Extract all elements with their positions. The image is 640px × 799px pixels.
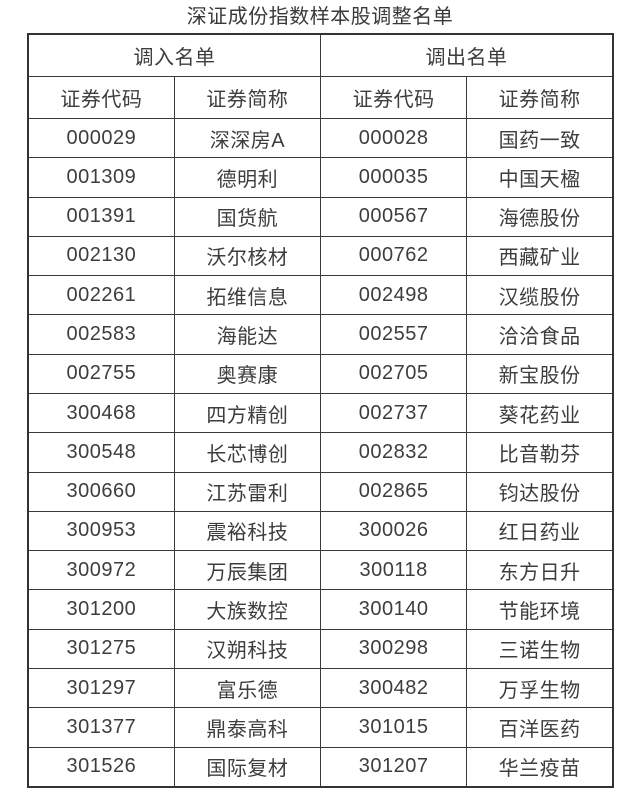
cell-out-code: 000035 [319,157,468,198]
cell-out-name: 西藏矿业 [466,235,614,277]
cell-out-code: 300298 [319,628,468,669]
cell-out-code: 002498 [319,275,468,316]
cell-in-code: 300660 [27,471,175,512]
cell-out-code: 301015 [319,707,468,748]
cell-in-name: 长芯博创 [173,432,322,473]
cell-out-code: 301207 [319,746,468,788]
table-row: 301275 汉朔科技 300298 三诺生物 [27,628,614,669]
col-header-out-code: 证券代码 [319,76,468,119]
table-row: 300548 长芯博创 002832 比音勒芬 [27,432,614,473]
cell-out-code: 002737 [319,392,468,434]
cell-in-name: 江苏雷利 [173,471,322,512]
cell-in-code: 300548 [27,432,175,473]
table-header: 调入名单 调出名单 证券代码 证券简称 证券代码 证券简称 [27,33,614,119]
cell-in-code: 300953 [27,510,175,552]
cell-out-name: 百洋医药 [466,707,614,748]
cell-out-name: 中国天楹 [466,157,614,198]
sub-header-row: 证券代码 证券简称 证券代码 证券简称 [27,76,614,119]
col-header-out-name: 证券简称 [466,76,614,119]
adjustment-table: 调入名单 调出名单 证券代码 证券简称 证券代码 证券简称 000029 深深房A… [27,33,614,788]
group-header-row: 调入名单 调出名单 [27,33,614,77]
table-row: 301526 国际复材 301207 华兰疫苗 [27,746,614,788]
group-header-in: 调入名单 [27,33,321,77]
cell-out-code: 300482 [319,667,468,709]
cell-in-code: 002755 [27,353,175,394]
page-title: 深证成份指数样本股调整名单 [186,6,454,28]
cell-out-code: 000762 [319,235,468,277]
cell-out-name: 汉缆股份 [466,275,614,316]
cell-out-name: 葵花药业 [466,392,614,434]
table-row: 002755 奥赛康 002705 新宝股份 [27,353,614,394]
cell-out-code: 000028 [319,117,468,159]
cell-out-name: 洽洽食品 [466,314,614,355]
cell-out-code: 002832 [319,432,468,473]
group-header-out: 调出名单 [320,33,614,77]
cell-in-name: 拓维信息 [173,275,322,316]
table-row: 301200 大族数控 300140 节能环境 [27,589,614,630]
table-row: 301297 富乐德 300482 万孚生物 [27,667,614,709]
cell-in-code: 301377 [27,707,175,748]
cell-in-code: 002261 [27,275,175,316]
cell-in-code: 301526 [27,746,175,788]
cell-out-name: 三诺生物 [466,628,614,669]
cell-out-name: 国药一致 [466,117,614,159]
cell-in-name: 汉朔科技 [173,628,322,669]
cell-in-name: 大族数控 [173,589,322,630]
col-header-in-name: 证券简称 [173,76,322,119]
cell-in-code: 300468 [27,392,175,434]
cell-in-code: 300972 [27,550,175,591]
table-row: 002583 海能达 002557 洽洽食品 [27,314,614,355]
table-row: 300468 四方精创 002737 葵花药业 [27,392,614,434]
cell-in-name: 国货航 [173,196,322,237]
cell-in-name: 鼎泰高科 [173,707,322,748]
cell-in-name: 深深房A [173,117,322,159]
cell-in-code: 001309 [27,157,175,198]
cell-out-name: 钧达股份 [466,471,614,512]
table-row: 300953 震裕科技 300026 红日药业 [27,510,614,552]
table-row: 300660 江苏雷利 002865 钧达股份 [27,471,614,512]
cell-out-code: 300118 [319,550,468,591]
cell-out-name: 东方日升 [466,550,614,591]
cell-out-code: 002865 [319,471,468,512]
cell-in-code: 000029 [27,117,175,159]
cell-out-code: 300140 [319,589,468,630]
cell-out-code: 002557 [319,314,468,355]
cell-in-name: 国际复材 [173,746,322,788]
cell-out-name: 红日药业 [466,510,614,552]
cell-in-name: 海能达 [173,314,322,355]
table-row: 001391 国货航 000567 海德股份 [27,196,614,237]
cell-out-name: 海德股份 [466,196,614,237]
cell-in-code: 001391 [27,196,175,237]
cell-in-name: 奥赛康 [173,353,322,394]
table-row: 300972 万辰集团 300118 东方日升 [27,550,614,591]
cell-out-name: 节能环境 [466,589,614,630]
cell-in-name: 震裕科技 [173,510,322,552]
cell-out-name: 华兰疫苗 [466,746,614,788]
cell-out-code: 300026 [319,510,468,552]
cell-out-name: 万孚生物 [466,667,614,709]
cell-in-code: 002130 [27,235,175,277]
cell-out-code: 000567 [319,196,468,237]
table-row: 000029 深深房A 000028 国药一致 [27,117,614,159]
col-header-in-code: 证券代码 [27,76,175,119]
cell-in-name: 四方精创 [173,392,322,434]
table-row: 301377 鼎泰高科 301015 百洋医药 [27,707,614,748]
cell-out-code: 002705 [319,353,468,394]
table-row: 002130 沃尔核材 000762 西藏矿业 [27,235,614,277]
cell-in-name: 富乐德 [173,667,322,709]
cell-in-code: 301275 [27,628,175,669]
table-row: 001309 德明利 000035 中国天楹 [27,157,614,198]
cell-in-name: 沃尔核材 [173,235,322,277]
cell-in-code: 301297 [27,667,175,709]
cell-in-name: 万辰集团 [173,550,322,591]
cell-in-code: 301200 [27,589,175,630]
cell-out-name: 新宝股份 [466,353,614,394]
cell-in-code: 002583 [27,314,175,355]
cell-in-name: 德明利 [173,157,322,198]
table-body: 000029 深深房A 000028 国药一致 001309 德明利 000035 中国天楹 0… [27,117,614,788]
table-row: 002261 拓维信息 002498 汉缆股份 [27,275,614,316]
cell-out-name: 比音勒芬 [466,432,614,473]
